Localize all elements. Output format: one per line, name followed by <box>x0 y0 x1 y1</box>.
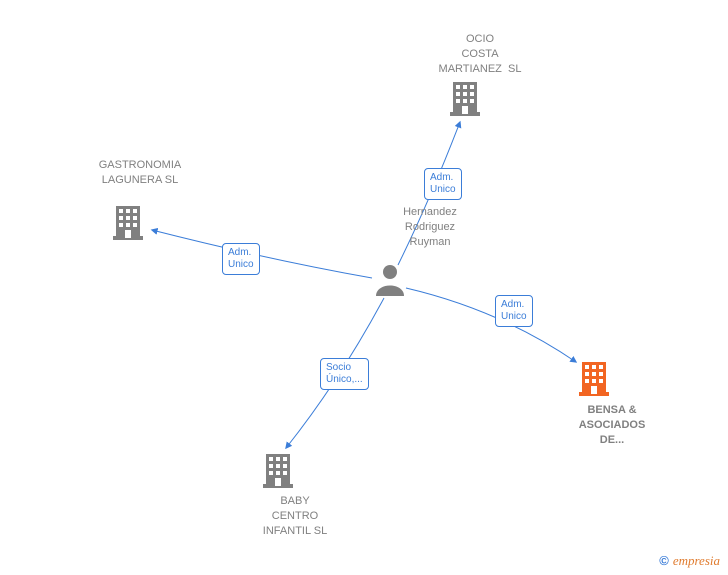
building-icon <box>113 206 143 240</box>
diagram-container: Hernandez Rodriguez Ruyman GASTRONOMIA L… <box>0 0 728 575</box>
edge-badge-gastronomia: Adm. Unico <box>222 243 260 275</box>
node-label-ocio: OCIO COSTA MARTIANEZ SL <box>410 32 550 77</box>
edge-line <box>152 230 372 278</box>
graph-svg <box>0 0 728 575</box>
edge-badge-ocio: Adm. Unico <box>424 168 462 200</box>
person-icon <box>376 265 404 296</box>
building-icon <box>450 82 480 116</box>
watermark: © empresia <box>659 553 720 569</box>
building-icon <box>263 454 293 488</box>
node-label-gastronomia: GASTRONOMIA LAGUNERA SL <box>70 158 210 188</box>
building-icon <box>579 362 609 396</box>
node-label-baby: BABY CENTRO INFANTIL SL <box>225 494 365 539</box>
brand-text: empresia <box>673 553 720 568</box>
center-node-label: Hernandez Rodriguez Ruyman <box>370 205 490 250</box>
node-label-bensa: BENSA & ASOCIADOS DE... <box>542 403 682 448</box>
edge-badge-baby: Socio Único,... <box>320 358 369 390</box>
copyright-icon: © <box>659 553 669 568</box>
edge-line <box>406 288 576 362</box>
edge-badge-bensa: Adm. Unico <box>495 295 533 327</box>
